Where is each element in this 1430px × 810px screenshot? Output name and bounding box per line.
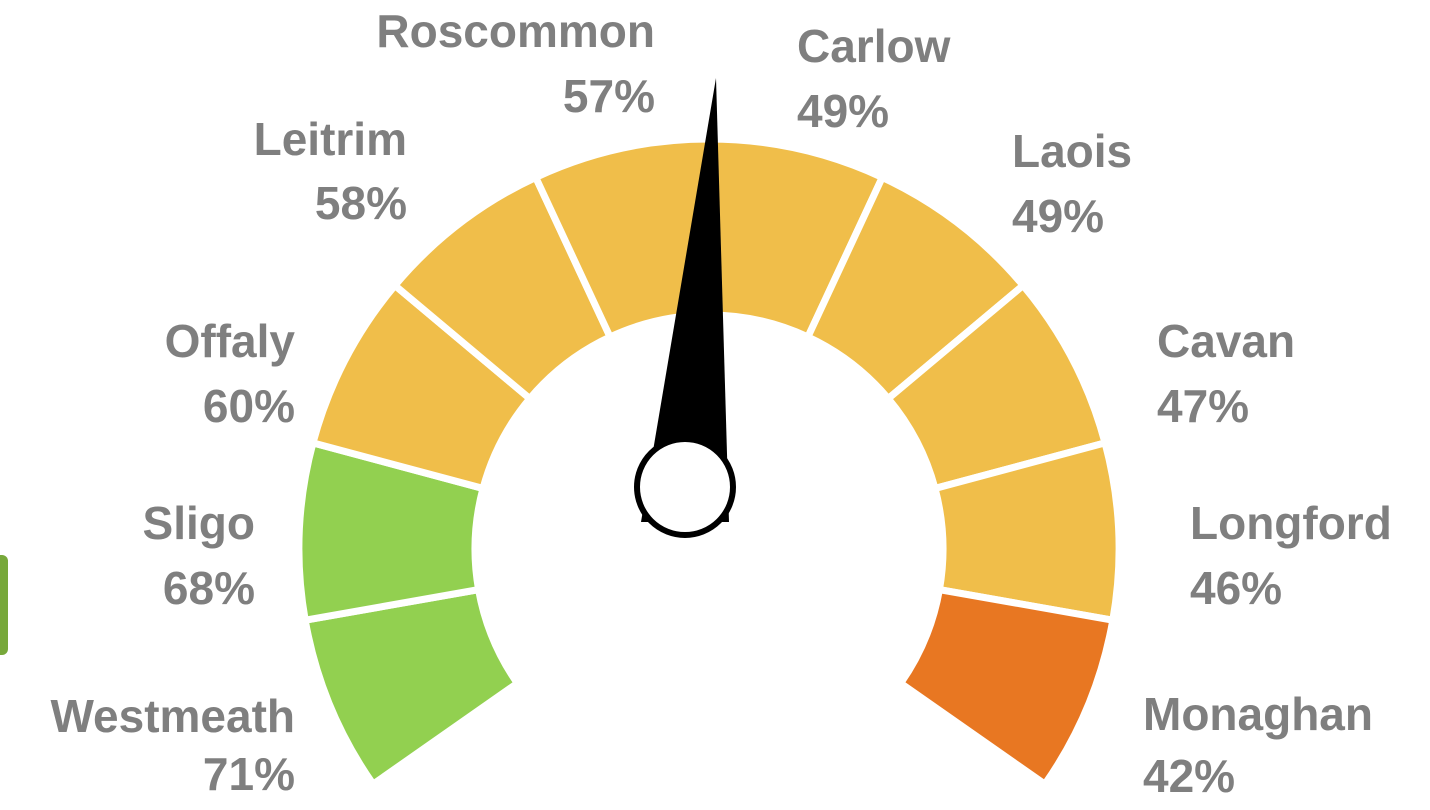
value-label: 58% — [315, 177, 407, 229]
category-label: Cavan — [1157, 315, 1295, 367]
category-label: Longford — [1190, 497, 1392, 549]
value-label: 60% — [203, 380, 295, 432]
needle — [641, 78, 729, 522]
value-label: 42% — [1143, 750, 1235, 802]
gauge-segment — [301, 585, 523, 790]
category-label: Laois — [1012, 125, 1132, 177]
value-label: 57% — [563, 70, 655, 122]
category-label: Roscommon — [376, 5, 655, 57]
gauge — [295, 135, 1123, 790]
value-label: 49% — [1012, 190, 1104, 242]
value-label: 46% — [1190, 562, 1282, 614]
category-label: Monaghan — [1143, 688, 1373, 740]
gauge-segment — [895, 585, 1117, 790]
value-label: 68% — [163, 562, 255, 614]
category-label: Carlow — [797, 20, 951, 72]
value-label: 47% — [1157, 380, 1249, 432]
needle-hub — [634, 436, 736, 538]
value-label: 49% — [797, 85, 889, 137]
category-label: Leitrim — [254, 113, 407, 165]
category-label: Westmeath — [50, 690, 295, 742]
side-tab — [0, 555, 8, 655]
labels: Westmeath 71% Sligo 68% Offaly 60% Leitrim 58% R… — [50, 5, 1391, 802]
value-label: 71% — [203, 748, 295, 800]
category-label: Sligo — [143, 497, 255, 549]
category-label: Offaly — [165, 315, 296, 367]
